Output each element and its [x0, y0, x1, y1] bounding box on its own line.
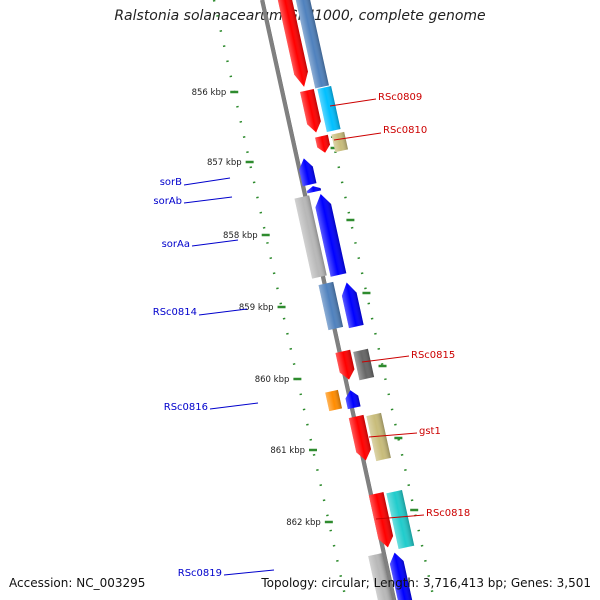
gene-arrow-shading [325, 389, 342, 412]
label-leader-line [333, 132, 382, 141]
gene-arrow-shading [389, 552, 414, 600]
gene-feature-17[interactable] [366, 412, 391, 462]
gene-feature-15[interactable] [325, 389, 342, 412]
tick-label: 859 kbp [239, 303, 274, 313]
gene-rsc0815[interactable] [335, 349, 356, 382]
label-leader-line [329, 98, 377, 107]
gene-soraa[interactable] [313, 192, 347, 277]
gene-arrow-shading [331, 131, 349, 153]
gene-arrow-shading [353, 348, 375, 381]
gene-arrow-shading [315, 134, 330, 153]
gene-label-rsc0809[interactable]: RSc0809 [378, 92, 422, 103]
scale-ticks: 856 kbp 857 kbp 858 kbp 859 kbp 860 kbp 861 k… [192, 73, 419, 528]
ruler-dotted-lines [212, 0, 436, 600]
gene-arrow-shading [299, 158, 317, 187]
gene-arrow-shading [341, 282, 364, 329]
label-leader-line [375, 514, 425, 520]
tick-label: 856 kbp [192, 88, 227, 98]
gene-rsc0814[interactable] [339, 281, 364, 329]
gene-label-rsc0814[interactable]: RSc0814 [153, 307, 197, 318]
gene-feature-9[interactable] [294, 195, 327, 279]
gene-feature-19[interactable] [386, 489, 415, 550]
gene-feature-13[interactable] [353, 348, 375, 381]
gene-rsc0818[interactable] [368, 492, 395, 549]
gene-arrow-shading [348, 414, 371, 461]
gene-arrow-shading [294, 0, 329, 89]
tick-label: 858 kbp [223, 231, 258, 241]
gene-feature-0[interactable] [276, 0, 311, 88]
tick-label: 862 kbp [286, 518, 321, 528]
tick-label: 861 kbp [270, 446, 305, 456]
gene-arrow-shading [306, 186, 322, 194]
gene-label-sorb[interactable]: sorB [160, 177, 182, 188]
label-leader-line [191, 239, 239, 247]
genome-summary-text: Topology: circular; Length: 3,716,413 bp… [261, 576, 591, 590]
gene-label-rsc0810[interactable]: RSc0810 [383, 125, 427, 136]
label-leader-line [183, 177, 231, 186]
gene-label-rsc0816[interactable]: RSc0816 [164, 402, 208, 413]
gene-features [276, 0, 415, 600]
gene-arrow-shading [315, 193, 347, 277]
gene-rsc0809[interactable] [300, 88, 323, 134]
gene-feature-11[interactable] [318, 281, 344, 331]
gene-label-gst1[interactable]: gst1 [419, 426, 441, 437]
gene-labels: RSc0809 RSc0810 sorB sorAb sorAa RSc0814 RSc08… [153, 92, 471, 579]
label-leader-line [209, 402, 259, 410]
label-leader-line [361, 355, 410, 363]
ruler-right-dots [300, 0, 436, 600]
gene-arrow-shading [300, 88, 321, 133]
gene-arrow-shading [294, 195, 327, 279]
gene-rsc0816[interactable] [344, 389, 361, 410]
gene-label-soraa[interactable]: sorAa [162, 239, 190, 250]
gene-arrow-shading [335, 349, 355, 380]
gene-label-sorab[interactable]: sorAb [153, 196, 182, 207]
gene-label-rsc0815[interactable]: RSc0815 [411, 350, 455, 361]
label-leader-line [198, 308, 248, 316]
tick-label: 857 kbp [207, 158, 242, 168]
gene-sorab[interactable] [306, 185, 322, 194]
gene-arrow-shading [368, 492, 394, 548]
accession-text: Accession: NC_003295 [9, 576, 146, 590]
gene-label-rsc0819[interactable]: RSc0819 [178, 568, 222, 579]
gene-feature-21[interactable] [368, 553, 394, 600]
gene-feature-5[interactable] [331, 131, 349, 153]
gene-feature-3[interactable] [317, 86, 341, 132]
gene-arrow-shading [317, 86, 341, 132]
gene-arrow-shading [276, 0, 308, 87]
gene-arrow-shading [345, 390, 361, 410]
gene-rsc0819[interactable] [388, 551, 414, 600]
ruler-left-dots [212, 0, 348, 600]
gene-rsc0810[interactable] [315, 134, 331, 154]
tick-label: 860 kbp [255, 375, 290, 385]
label-leader-line [368, 432, 418, 438]
gene-feature-1[interactable] [294, 0, 329, 89]
label-leader-line [223, 569, 275, 576]
gene-arrow-shading [366, 412, 391, 462]
gene-arrow-shading [318, 281, 344, 331]
gene-sorb[interactable] [297, 157, 317, 187]
gene-arrow-shading [368, 553, 394, 600]
gene-arrow-shading [386, 489, 415, 550]
label-leader-line [183, 196, 233, 204]
gene-label-rsc0818[interactable]: RSc0818 [426, 508, 470, 519]
gene-gst1[interactable] [348, 414, 373, 462]
